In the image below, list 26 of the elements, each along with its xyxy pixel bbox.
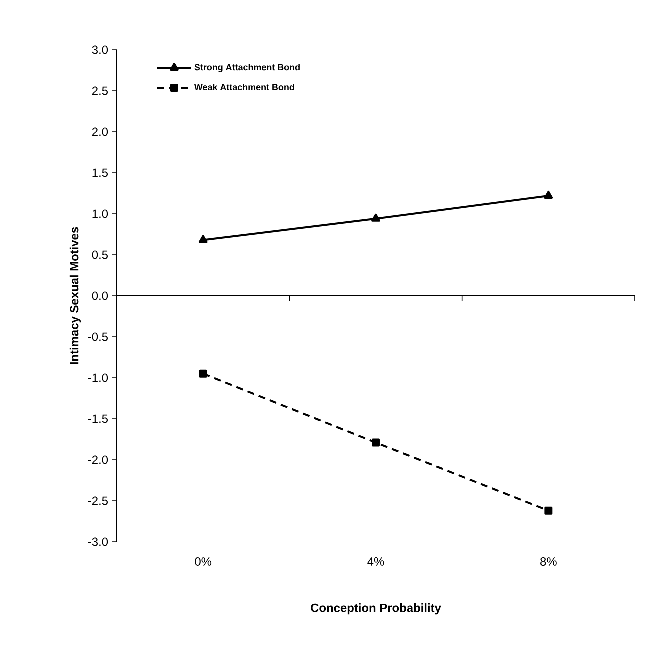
x-tick-label: 8% <box>540 558 557 566</box>
point <box>544 506 553 515</box>
point <box>198 235 208 244</box>
point <box>199 370 208 378</box>
y-tick-label: 0.5 <box>92 250 108 260</box>
x-tick-label: 0% <box>195 558 212 566</box>
legend-label: Weak Attachment Bond <box>194 84 294 91</box>
y-axis-title: Intimacy Sexual Motives <box>70 227 82 364</box>
point <box>372 438 380 447</box>
point <box>544 190 554 199</box>
y-tick-label: 0.0 <box>92 292 108 300</box>
x-tick-label: 4% <box>368 558 384 566</box>
y-tick-label: -0.5 <box>88 332 108 342</box>
y-tick-label: -1.0 <box>88 374 108 382</box>
y-tick-label: -2.5 <box>88 496 108 506</box>
y-tick-label: -2.0 <box>88 456 108 464</box>
y-tick-label: 3.0 <box>92 46 108 54</box>
legend-label: Strong Attachment Bond <box>194 64 300 72</box>
y-tick-label: 1.0 <box>92 210 108 218</box>
y-tick-label: 2.5 <box>92 86 108 96</box>
y-tick-label: -3.0 <box>88 538 108 546</box>
point <box>372 214 380 222</box>
x-axis-title: Conception Probability <box>311 604 442 615</box>
y-tick-label: -1.5 <box>88 414 108 424</box>
y-tick-label: 2.0 <box>92 128 108 136</box>
y-tick-label: 1.5 <box>92 168 108 178</box>
